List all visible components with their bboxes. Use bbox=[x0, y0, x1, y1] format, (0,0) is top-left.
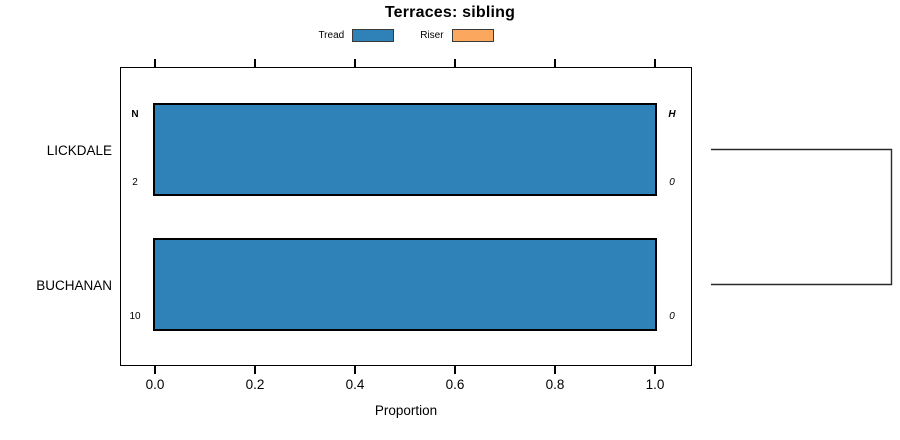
riser-swatch-icon bbox=[451, 28, 494, 42]
col-header-n: N bbox=[131, 109, 139, 120]
x-axis-tick bbox=[654, 366, 656, 374]
x-axis-tick bbox=[154, 59, 156, 67]
x-tick-label: 0.4 bbox=[345, 377, 365, 392]
legend-item-riser: Riser bbox=[420, 28, 494, 42]
bar-lickdale-tread bbox=[153, 103, 657, 196]
bar-buchanan-tread bbox=[153, 238, 657, 331]
legend-item-tread: Tread bbox=[318, 28, 395, 42]
legend: Tread Riser bbox=[120, 26, 692, 44]
category-label-buchanan: BUCHANAN bbox=[36, 278, 112, 293]
legend-label-riser: Riser bbox=[420, 29, 444, 41]
h-count-lickdale: 0 bbox=[669, 177, 675, 188]
x-axis-tick bbox=[554, 366, 556, 374]
x-tick-label: 0.2 bbox=[245, 377, 265, 392]
x-axis-tick bbox=[354, 366, 356, 374]
n-count-buchanan: 10 bbox=[129, 311, 141, 322]
x-axis-tick bbox=[254, 59, 256, 67]
x-axis-tick bbox=[454, 366, 456, 374]
x-axis-tick bbox=[254, 366, 256, 374]
x-axis-tick bbox=[354, 59, 356, 67]
x-axis-tick bbox=[554, 59, 556, 67]
h-count-buchanan: 0 bbox=[669, 311, 675, 322]
x-axis-tick bbox=[154, 366, 156, 374]
col-header-h: H bbox=[668, 109, 676, 120]
x-tick-label: 0.6 bbox=[445, 377, 465, 392]
x-axis-tick bbox=[654, 59, 656, 67]
tread-swatch-icon bbox=[352, 28, 395, 42]
x-tick-label: 0.8 bbox=[545, 377, 565, 392]
x-tick-label: 1.0 bbox=[645, 377, 665, 392]
chart-title: Terraces: sibling bbox=[384, 4, 516, 21]
legend-label-tread: Tread bbox=[318, 29, 345, 41]
category-label-lickdale: LICKDALE bbox=[46, 143, 112, 158]
x-axis-tick bbox=[454, 59, 456, 67]
x-axis-title: Proportion bbox=[374, 403, 438, 418]
x-tick-label: 0.0 bbox=[145, 377, 165, 392]
n-count-lickdale: 2 bbox=[132, 177, 138, 188]
